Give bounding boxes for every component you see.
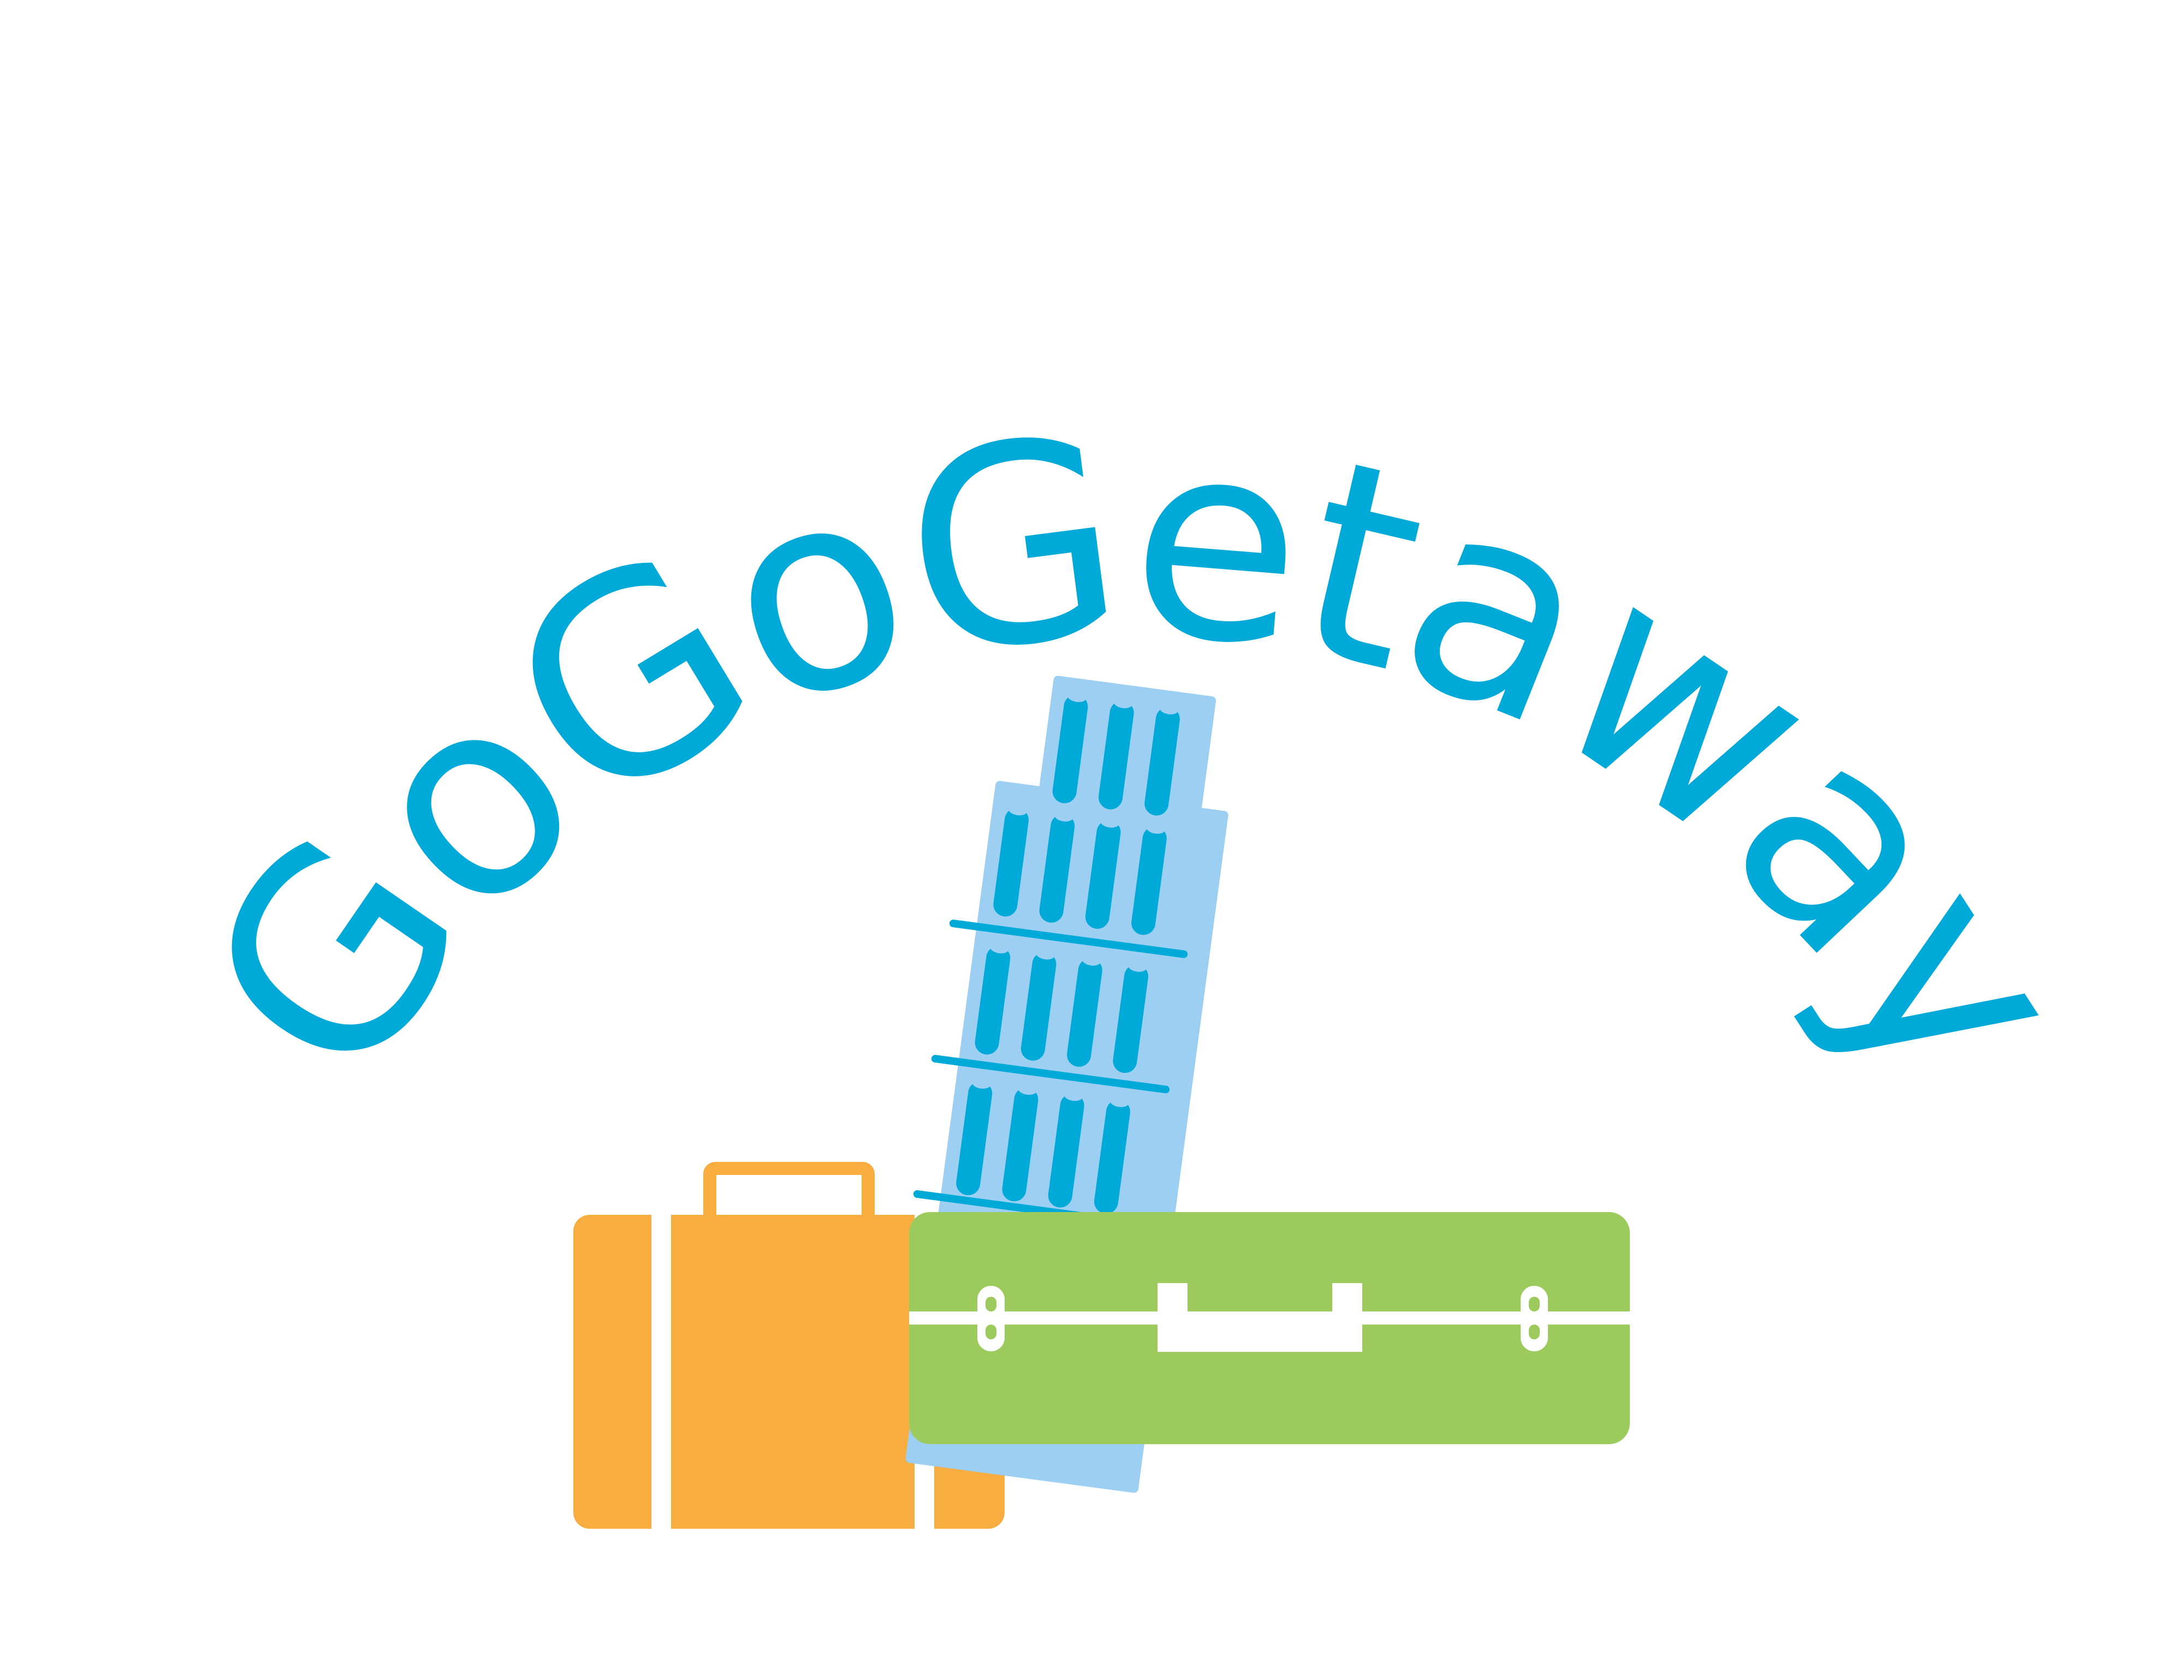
green-suitcase-icon bbox=[909, 1212, 1630, 1444]
